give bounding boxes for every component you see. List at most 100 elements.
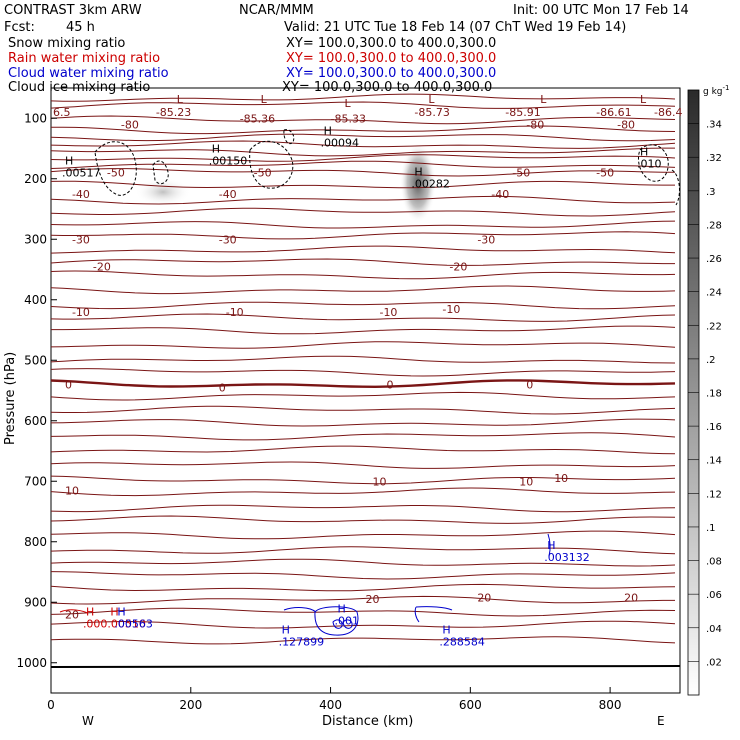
temperature-contour bbox=[50, 285, 676, 295]
colorbar-tick-label: .16 bbox=[706, 422, 722, 433]
temperature-contour bbox=[50, 571, 676, 580]
ice-contour-4 bbox=[283, 129, 295, 145]
temperature-contour bbox=[50, 101, 676, 109]
temperature-contour bbox=[50, 405, 676, 415]
colorbar-unit-exponent: -1 bbox=[723, 84, 730, 92]
temperature-label: 6.5 bbox=[53, 106, 71, 119]
colorbar-tick-label: .26 bbox=[706, 254, 722, 265]
field-label-rain: Rain water mixing ratio bbox=[8, 51, 161, 66]
temperature-contour bbox=[50, 445, 676, 455]
temperature-label: 0 bbox=[386, 378, 393, 391]
rain-contours bbox=[59, 609, 89, 614]
temperature-contour bbox=[50, 341, 676, 349]
temperature-contour bbox=[50, 391, 676, 401]
temperature-contour bbox=[50, 258, 675, 266]
extremum-marker: H bbox=[117, 605, 125, 618]
field-xy-rain: XY= 100.0,300.0 to 400.0,300.0 bbox=[286, 51, 497, 66]
x-tick-label: 0 bbox=[47, 698, 55, 712]
temperature-label: -85.73 bbox=[414, 106, 449, 119]
y-tick-label: 1000 bbox=[16, 656, 47, 670]
y-tick-label: 900 bbox=[24, 595, 47, 609]
temperature-label: -10 bbox=[226, 306, 244, 319]
temperature-label: 0 bbox=[65, 378, 72, 391]
temperature-contour bbox=[50, 558, 676, 567]
temperature-label: -50 bbox=[254, 167, 272, 180]
temperature-label: -50 bbox=[107, 167, 125, 180]
temperature-label: 20 bbox=[624, 591, 638, 604]
temperature-label: -20 bbox=[93, 260, 111, 273]
colorbar: .34 .32 .3 .28 .26 .24 .22 .2 .18 .16 .14 .12 .1 .08.… bbox=[687, 84, 730, 696]
y-tick-label: 400 bbox=[24, 293, 47, 307]
temperature-label: -85.36 bbox=[240, 112, 275, 125]
temperature-label: -80 bbox=[121, 118, 139, 131]
colorbar-tick-label: .3 bbox=[706, 187, 716, 198]
colorbar-tick-label: .14 bbox=[706, 456, 722, 467]
extremum-value: .00282 bbox=[411, 178, 450, 191]
temperature-label: -85.23 bbox=[156, 106, 191, 119]
temperature-label: 20 bbox=[366, 593, 380, 606]
forecast-label: Fcst: bbox=[4, 20, 35, 35]
x-tick-label: 200 bbox=[179, 698, 202, 712]
extremum-marker: H bbox=[414, 166, 422, 179]
rain-contour-1 bbox=[59, 609, 89, 614]
temperature-label: -30 bbox=[72, 233, 90, 246]
extremum-value: .00563 bbox=[114, 617, 152, 630]
colorbar-tick-label: .08 bbox=[706, 557, 722, 568]
extremum-marker: H bbox=[547, 539, 555, 552]
temperature-contour bbox=[50, 475, 676, 485]
extremum-marker: H bbox=[65, 155, 73, 168]
temperature-contour bbox=[50, 231, 676, 240]
temperature-label: 10 bbox=[372, 475, 386, 488]
temperature-contour bbox=[50, 379, 676, 389]
temperature-contour bbox=[50, 220, 676, 229]
extremum-marker: H bbox=[282, 624, 290, 637]
temperature-label: -30 bbox=[219, 233, 237, 246]
field-label-snow: Snow mixing ratio bbox=[8, 36, 126, 51]
field-xy-snow: XY= 100.0,300.0 to 400.0,300.0 bbox=[286, 36, 497, 51]
temperature-contour bbox=[50, 115, 676, 125]
extremum-marker: H bbox=[86, 605, 94, 618]
ice-contour-5 bbox=[637, 144, 669, 182]
colorbar-tick-label: .24 bbox=[706, 288, 722, 299]
extremum-value: .00150 bbox=[209, 155, 248, 168]
temperature-contour bbox=[50, 487, 676, 497]
colorbar-tick-label: .06 bbox=[706, 590, 722, 601]
temperature-contour bbox=[50, 583, 676, 592]
surface-line bbox=[50, 665, 681, 668]
temperature-contour bbox=[50, 546, 676, 555]
temperature-contour bbox=[50, 125, 676, 135]
temperature-contour bbox=[50, 207, 676, 217]
extremum-marker: L bbox=[177, 93, 184, 106]
temperature-contour bbox=[50, 270, 676, 280]
temperature-label: -50 bbox=[512, 167, 530, 180]
y-axis-title: Pressure (hPa) bbox=[3, 352, 18, 445]
y-tick-label: 200 bbox=[24, 172, 47, 186]
temperature-contour bbox=[50, 432, 676, 441]
extremum-value: .00094 bbox=[321, 136, 360, 149]
temperature-label: -40 bbox=[491, 188, 509, 201]
colorbar-tick-label: .28 bbox=[706, 220, 722, 231]
temperature-contour bbox=[50, 595, 675, 605]
extremum-marker: H bbox=[110, 605, 118, 618]
temperature-contour bbox=[50, 620, 676, 629]
init-time: Init: 00 UTC Mon 17 Feb 14 bbox=[513, 3, 689, 18]
center-name: NCAR/MMM bbox=[239, 3, 314, 18]
colorbar-tick-label: .32 bbox=[706, 153, 722, 164]
colorbar-tick-label: .12 bbox=[706, 489, 722, 500]
extremum-marker: H bbox=[442, 624, 450, 637]
ice-contour-1 bbox=[94, 141, 137, 196]
temperature-contour bbox=[51, 325, 676, 335]
x-tick-label: 800 bbox=[599, 698, 622, 712]
temperature-contour bbox=[50, 154, 676, 162]
extremum-marker: H bbox=[338, 602, 346, 615]
temperature-contour bbox=[50, 530, 676, 540]
snow-shade-1 bbox=[135, 178, 191, 206]
temperature-contour bbox=[50, 418, 676, 427]
field-xy-cloudwater: XY= 100.0,300.0 to 400.0,300.0 bbox=[286, 66, 497, 81]
plot-frame bbox=[50, 87, 681, 694]
temperature-contour bbox=[50, 313, 676, 322]
extremum-marker: L bbox=[261, 93, 268, 106]
colorbar-tick-label: .2 bbox=[706, 355, 716, 366]
colorbar-tick-label: .22 bbox=[706, 321, 722, 332]
